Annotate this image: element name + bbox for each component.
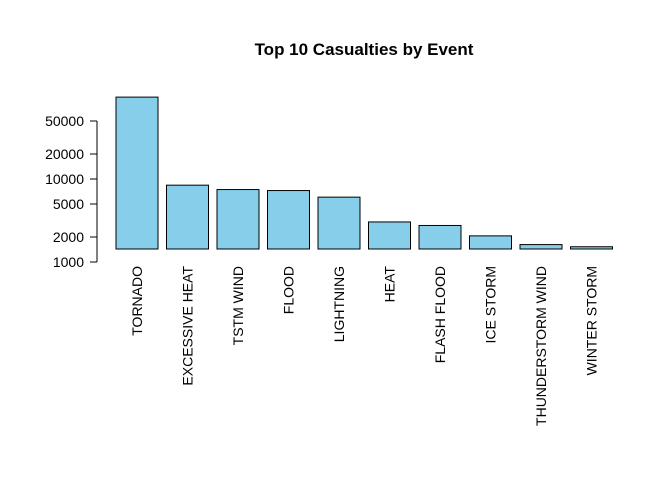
bar [570,246,613,250]
x-tick-label: WINTER STORM [584,266,600,375]
bar [418,224,462,250]
bar [317,196,361,250]
x-tick-label: HEAT [382,266,398,303]
bar [368,221,411,250]
x-tick-label: FLASH FLOOD [432,266,448,363]
y-tick-label: 10000 [45,171,84,187]
bar [216,189,260,250]
x-tick-label: TORNADO [129,266,145,336]
x-tick-label: THUNDERSTORM WIND [533,266,549,426]
y-tick-label: 2000 [53,229,84,245]
y-axis: 1000 2000 5000 10000 20000 50000 [45,113,98,270]
y-tick-label: 5000 [53,196,84,212]
bar [166,184,209,250]
bar [267,190,310,250]
x-tick-label: TSTM WIND [230,266,246,345]
x-tick-label: EXCESSIVE HEAT [180,266,196,386]
x-tick-label: LIGHTNING [331,266,347,342]
x-tick-label: FLOOD [281,266,297,314]
bar [469,235,512,250]
x-tick-label: ICE STORM [483,266,499,344]
bar [115,96,159,250]
x-axis-labels: TORNADO EXCESSIVE HEAT TSTM WIND FLOOD LIGHT… [129,266,600,426]
chart-title: Top 10 Casualties by Event [255,40,474,59]
bar [519,244,563,250]
y-tick-label: 50000 [45,113,84,129]
y-tick-label: 1000 [53,254,84,270]
y-tick-label: 20000 [45,146,84,162]
bars [115,96,613,250]
